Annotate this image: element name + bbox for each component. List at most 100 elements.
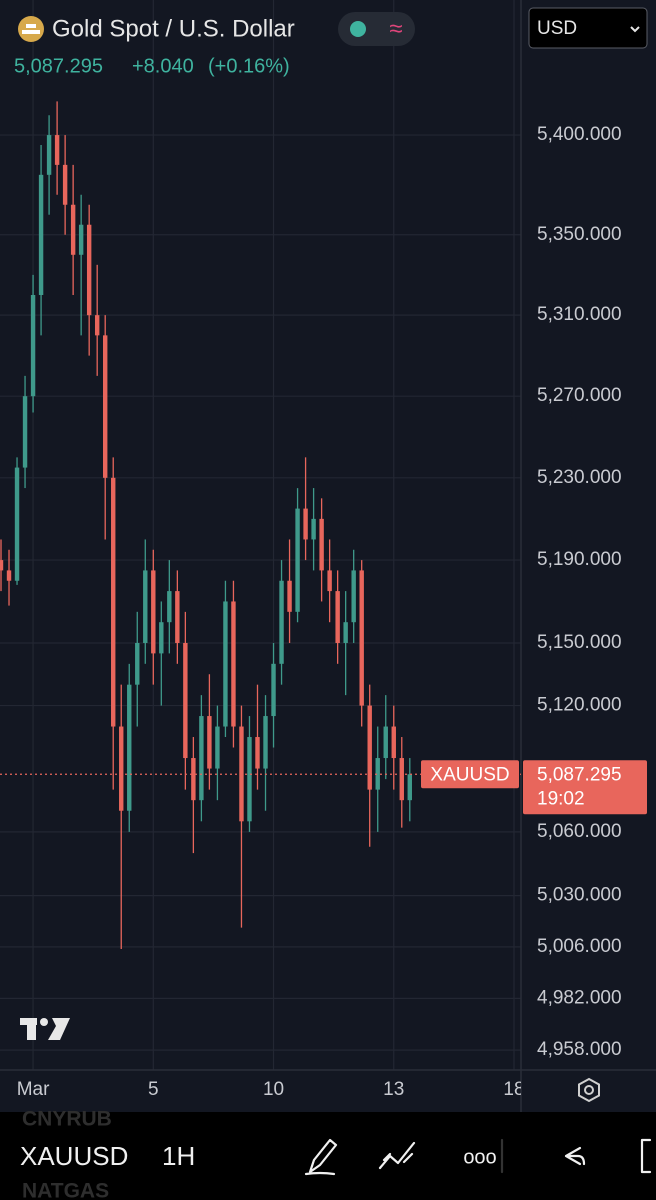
x-tick-label: 18	[503, 1079, 524, 1100]
y-tick-label: 4,958.000	[537, 1039, 622, 1060]
candle-body	[199, 716, 204, 801]
market-open-dot	[350, 21, 366, 37]
x-tick-label: 13	[383, 1079, 404, 1100]
more-button[interactable]: ooo	[463, 1146, 496, 1168]
header: Gold Spot / U.S. Dollar ≈ USD 5,087.295 …	[14, 7, 648, 77]
candle-body	[151, 570, 156, 654]
candle-body	[167, 591, 172, 623]
change: +8.040	[132, 55, 194, 77]
candle-body	[86, 224, 92, 316]
candle-body	[70, 204, 76, 255]
candle-body	[391, 726, 396, 759]
draw-icon[interactable]	[304, 1138, 338, 1176]
candle-body	[255, 737, 260, 769]
toolbar-symbol[interactable]: XAUUSD	[20, 1141, 128, 1171]
countdown: 19:02	[537, 788, 585, 809]
candle-body	[159, 622, 164, 654]
candle-body	[111, 477, 116, 727]
candle-body	[399, 758, 404, 801]
price-tag-box	[523, 760, 647, 815]
candle-body	[46, 135, 52, 175]
symbol-title: Gold Spot / U.S. Dollar	[52, 15, 295, 42]
price-tag-label: 5,087.295	[537, 764, 622, 785]
y-tick-label: 5,350.000	[537, 224, 622, 245]
candle-body	[367, 705, 372, 790]
candle-body	[191, 758, 196, 801]
interval[interactable]: 1H	[162, 1141, 195, 1171]
candle-body	[6, 570, 12, 581]
candle-body	[247, 737, 252, 822]
candle-body	[351, 570, 356, 623]
y-tick-label: 5,006.000	[537, 936, 622, 957]
y-tick-label: 5,150.000	[537, 632, 622, 653]
fullscreen-icon[interactable]	[640, 1138, 652, 1174]
price: 5,087.295	[14, 55, 103, 77]
candle-body	[215, 726, 220, 769]
candle-body	[263, 716, 268, 769]
logo-bar	[22, 30, 40, 34]
y-tick-label: 5,270.000	[537, 385, 622, 406]
candle-body	[335, 591, 340, 643]
x-tick-label: 10	[263, 1079, 284, 1100]
tv-logo	[20, 1018, 70, 1040]
candle-body	[207, 716, 212, 769]
change-percent: (+0.16%)	[208, 55, 290, 77]
candle-body	[14, 467, 20, 581]
candle-body	[271, 663, 276, 717]
candles	[0, 101, 412, 950]
candle-body	[183, 642, 188, 759]
candle-body	[279, 580, 284, 664]
next-symbol: NATGAS	[22, 1180, 109, 1200]
candle-body	[319, 518, 324, 571]
candle-body	[94, 315, 100, 336]
symbol-tag	[421, 760, 519, 789]
grid	[0, 0, 521, 1070]
candle-body	[375, 758, 380, 790]
candle-body	[343, 622, 348, 643]
y-tick-label: 5,310.000	[537, 304, 622, 325]
candle-body	[295, 508, 300, 612]
candle-body	[287, 580, 292, 612]
trend-icon[interactable]	[378, 1141, 416, 1170]
prev-symbol: CNYRUB	[22, 1108, 112, 1131]
candle-body	[383, 726, 388, 759]
price-tag: XAUUSD 5,087.295 19:02	[0, 760, 647, 815]
x-tick-label: Mar	[17, 1079, 50, 1100]
settings-icon[interactable]	[578, 1077, 600, 1103]
y-tick-label: 5,060.000	[537, 821, 622, 842]
y-tick-label: 5,230.000	[537, 467, 622, 488]
candle-body	[311, 518, 316, 540]
candle-body	[223, 601, 228, 727]
candle-body	[0, 560, 4, 571]
y-tick-label: 4,982.000	[537, 987, 622, 1008]
y-tick-label: 5,400.000	[537, 124, 622, 145]
y-tick-label: 5,190.000	[537, 549, 622, 570]
x-axis: Mar 5 10 13 18	[17, 1079, 524, 1100]
candle-body	[407, 774, 412, 801]
x-tick-label: 5	[148, 1079, 159, 1100]
status-icon: ≈	[389, 15, 402, 42]
candle-body	[135, 642, 140, 685]
candle-body	[143, 570, 148, 643]
candle-body	[175, 591, 180, 643]
candle-body	[231, 601, 236, 727]
logo-bar	[26, 24, 36, 28]
chart-background	[0, 0, 656, 1112]
y-axis: 5,400.000 5,350.000 5,310.000 5,270.000 5,23…	[537, 124, 622, 1060]
candle-body	[119, 726, 124, 811]
symbol-tag-label: XAUUSD	[430, 764, 509, 785]
candle-body	[62, 164, 68, 205]
candle-body	[303, 508, 308, 540]
candle-body	[327, 570, 332, 592]
currency-select[interactable]	[528, 7, 648, 49]
status-pill[interactable]	[338, 12, 415, 46]
chevron	[630, 26, 640, 33]
candle-body	[22, 396, 28, 468]
y-tick-label: 5,030.000	[537, 885, 622, 906]
candle-body	[102, 335, 108, 478]
candle-body	[78, 224, 84, 255]
candle-body	[359, 570, 364, 706]
undo-icon[interactable]	[564, 1146, 586, 1166]
